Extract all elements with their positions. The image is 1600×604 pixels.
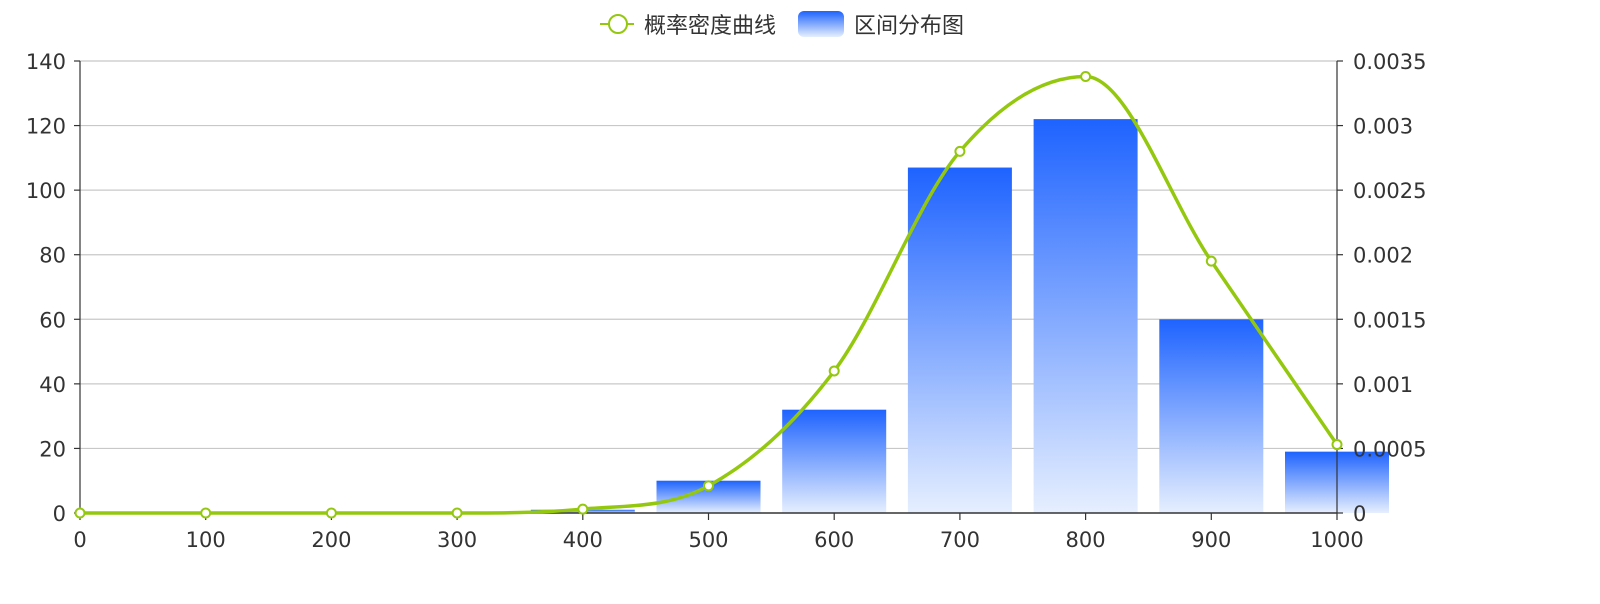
y-left-tick-label: 120 [26, 115, 66, 139]
x-tick-label: 600 [814, 528, 854, 552]
bar [1033, 119, 1138, 513]
bar [782, 409, 887, 513]
x-tick-label: 400 [563, 528, 603, 552]
density-point [828, 365, 840, 377]
y-left-tick-label: 0 [53, 502, 66, 526]
x-tick-label: 1000 [1310, 528, 1363, 552]
density-point [1331, 439, 1343, 451]
legend: 概率密度曲线 区间分布图 [600, 8, 964, 40]
density-point [74, 507, 86, 519]
grid-lines [80, 60, 1337, 450]
y-left-tick-label: 60 [39, 308, 66, 332]
y-left-tick-label: 20 [39, 437, 66, 461]
x-tick-label: 700 [940, 528, 980, 552]
legend-label-interval-distribution: 区间分布图 [854, 14, 965, 39]
x-tick-label: 300 [437, 528, 477, 552]
density-point [954, 145, 966, 157]
y-left-tick-label: 80 [39, 244, 66, 268]
legend-item-density-curve[interactable]: 概率密度曲线 [600, 8, 776, 40]
x-tick-label: 800 [1066, 528, 1106, 552]
y-right-tick-label: 0 [1353, 502, 1366, 526]
y-left-tick-label: 140 [26, 50, 66, 74]
density-line-series [74, 70, 1343, 519]
y-right-tick-label: 0.0005 [1353, 437, 1426, 461]
density-point [451, 507, 463, 519]
density-point [577, 503, 589, 515]
density-point [703, 480, 714, 492]
x-tick-label: 200 [311, 528, 351, 552]
legend-label-density-curve: 概率密度曲线 [644, 14, 777, 39]
y-right-tick-label: 0.003 [1353, 115, 1413, 139]
y-left-tick-label: 100 [26, 179, 66, 203]
y-right-tick-label: 0.0035 [1353, 50, 1426, 74]
y-left-tick-label: 40 [39, 373, 66, 397]
density-point [200, 507, 212, 519]
y-right-tick-label: 0.002 [1353, 244, 1413, 268]
bar-symbol-icon [798, 11, 845, 37]
line-symbol-icon [600, 12, 634, 36]
density-point [1080, 70, 1092, 82]
x-tick-label: 100 [186, 528, 226, 552]
x-tick-label: 0 [73, 528, 86, 552]
density-curve-line [80, 74, 1339, 515]
bar [907, 167, 1012, 514]
density-point [325, 507, 337, 519]
density-point [1205, 255, 1217, 267]
y-right-tick-label: 0.0025 [1353, 179, 1426, 203]
y-right-tick-label: 0.001 [1353, 373, 1413, 397]
y-right-tick-label: 0.0015 [1353, 308, 1426, 332]
x-tick-label: 900 [1191, 528, 1231, 552]
legend-item-interval-distribution[interactable]: 区间分布图 [798, 8, 964, 40]
bar [1159, 319, 1264, 513]
bar-series [530, 119, 1389, 514]
x-tick-label: 500 [688, 528, 728, 552]
